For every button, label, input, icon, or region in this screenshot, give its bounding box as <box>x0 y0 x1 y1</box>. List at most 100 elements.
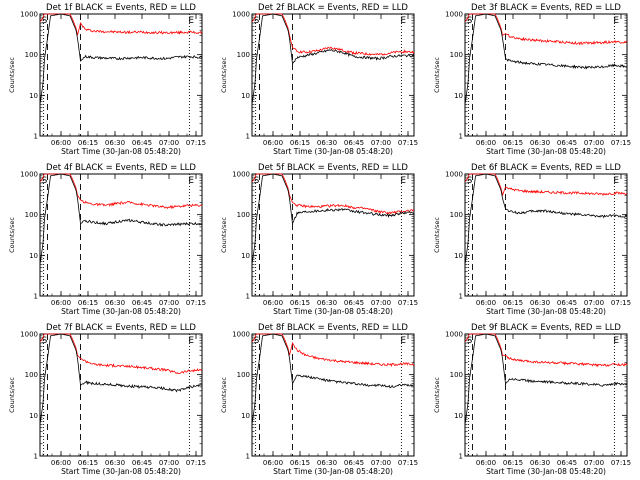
x-tick-label: 07:00 <box>159 139 179 147</box>
x-tick-label: 07:00 <box>584 459 604 467</box>
series-line-lld <box>39 333 203 375</box>
marker-label-s: S <box>254 176 260 186</box>
chart-title: Det 4f BLACK = Events, RED = LLD <box>46 163 196 173</box>
plot-frame <box>39 333 203 457</box>
y-tick-label: 1 <box>34 133 38 141</box>
series-line-lld <box>251 13 415 56</box>
y-tick-label: 1 <box>459 293 463 301</box>
marker-label-e: E <box>188 16 194 26</box>
x-axis-label: Start Time (30-Jan-08 05:48:20) <box>61 147 181 156</box>
marker-label-e: E <box>188 336 194 346</box>
x-tick-label: 06:15 <box>290 299 310 307</box>
chart-panel-1: Det 1f BLACK = Events, RED = LLD 1 10 100 10… <box>8 3 206 156</box>
plot-frame <box>464 333 628 457</box>
y-axis-label: Counts/sec <box>220 217 228 253</box>
chart-title: Det 2f BLACK = Events, RED = LLD <box>258 3 408 13</box>
y-axis-label: Counts/sec <box>220 377 228 413</box>
x-tick-label: 06:00 <box>476 459 496 467</box>
y-tick-label: 1000 <box>20 171 38 179</box>
y-tick-label: 100 <box>25 51 38 59</box>
marker-label-s: S <box>42 16 48 26</box>
y-tick-label: 1000 <box>445 11 463 19</box>
series-line-events <box>251 333 415 425</box>
y-tick-label: 1 <box>34 453 38 461</box>
x-axis-label: Start Time (30-Jan-08 05:48:20) <box>61 467 181 476</box>
x-tick-label: 06:00 <box>51 139 71 147</box>
series-line-events <box>39 333 203 425</box>
x-tick-label: 07:00 <box>584 299 604 307</box>
y-tick-label: 100 <box>237 211 250 219</box>
x-tick-label: 07:15 <box>186 299 206 307</box>
x-tick-label: 06:15 <box>78 299 98 307</box>
x-tick-label: 06:15 <box>78 459 98 467</box>
y-tick-label: 10 <box>454 92 463 100</box>
x-tick-label: 06:15 <box>290 459 310 467</box>
marker-label-e: E <box>188 176 194 186</box>
plot-frame <box>39 173 203 297</box>
y-tick-label: 100 <box>450 211 463 219</box>
y-tick-label: 100 <box>25 211 38 219</box>
y-axis-label: Counts/sec <box>433 377 441 413</box>
marker-label-s: S <box>467 176 473 186</box>
plot-frame <box>464 13 628 137</box>
chart-panel-2: Det 2f BLACK = Events, RED = LLD 1 10 100 10… <box>220 3 418 156</box>
x-axis-label: Start Time (30-Jan-08 05:48:20) <box>273 147 393 156</box>
marker-label-s: S <box>467 16 473 26</box>
x-tick-label: 06:00 <box>263 299 283 307</box>
marker-label-s: S <box>42 176 48 186</box>
marker-label-s: S <box>254 16 260 26</box>
y-tick-label: 1000 <box>445 331 463 339</box>
plot-frame <box>251 333 415 457</box>
x-tick-label: 07:15 <box>398 299 418 307</box>
x-tick-label: 06:30 <box>105 299 125 307</box>
x-tick-label: 06:15 <box>78 139 98 147</box>
y-tick-label: 1 <box>246 293 250 301</box>
chart-title: Det 7f BLACK = Events, RED = LLD <box>46 323 196 333</box>
marker-label-s: S <box>254 336 260 346</box>
x-tick-label: 06:15 <box>503 459 523 467</box>
x-tick-label: 06:00 <box>476 139 496 147</box>
y-tick-label: 10 <box>241 92 250 100</box>
chart-title: Det 1f BLACK = Events, RED = LLD <box>46 3 196 13</box>
series-line-lld <box>464 173 628 197</box>
x-tick-label: 06:15 <box>290 139 310 147</box>
y-axis-label: Counts/sec <box>433 217 441 253</box>
x-tick-label: 06:45 <box>132 299 152 307</box>
y-tick-label: 1000 <box>232 331 250 339</box>
x-tick-label: 07:15 <box>398 459 418 467</box>
x-axis-label: Start Time (30-Jan-08 05:48:20) <box>61 307 181 316</box>
x-tick-label: 07:00 <box>159 299 179 307</box>
y-tick-label: 1000 <box>20 11 38 19</box>
chart-panel-4: Det 4f BLACK = Events, RED = LLD 1 10 100 10… <box>8 163 206 316</box>
x-axis-label: Start Time (30-Jan-08 05:48:20) <box>486 467 606 476</box>
x-tick-label: 06:30 <box>317 139 337 147</box>
series-line-events <box>251 13 414 105</box>
y-tick-label: 10 <box>241 412 250 420</box>
y-axis-label: Counts/sec <box>8 57 16 93</box>
x-tick-label: 07:15 <box>186 139 206 147</box>
marker-label-e: E <box>400 336 406 346</box>
x-tick-label: 06:45 <box>344 139 364 147</box>
x-tick-label: 07:00 <box>584 139 604 147</box>
x-tick-label: 07:00 <box>159 459 179 467</box>
series-line-lld <box>39 13 203 36</box>
plot-frame <box>39 13 203 137</box>
x-tick-label: 06:15 <box>503 299 523 307</box>
y-tick-label: 100 <box>25 371 38 379</box>
series-line-lld <box>464 13 628 46</box>
y-axis-label: Counts/sec <box>8 217 16 253</box>
x-tick-label: 06:00 <box>263 139 283 147</box>
x-axis-label: Start Time (30-Jan-08 05:48:20) <box>486 147 606 156</box>
y-tick-label: 1 <box>459 133 463 141</box>
series-line-lld <box>251 333 415 368</box>
series-line-lld <box>251 173 415 215</box>
x-tick-label: 06:30 <box>105 139 125 147</box>
series-line-events <box>251 173 415 265</box>
marker-label-e: E <box>613 16 619 26</box>
x-tick-label: 07:15 <box>611 139 631 147</box>
x-tick-label: 06:45 <box>557 459 577 467</box>
x-tick-label: 06:30 <box>530 139 550 147</box>
x-tick-label: 06:30 <box>530 459 550 467</box>
y-tick-label: 100 <box>237 51 250 59</box>
